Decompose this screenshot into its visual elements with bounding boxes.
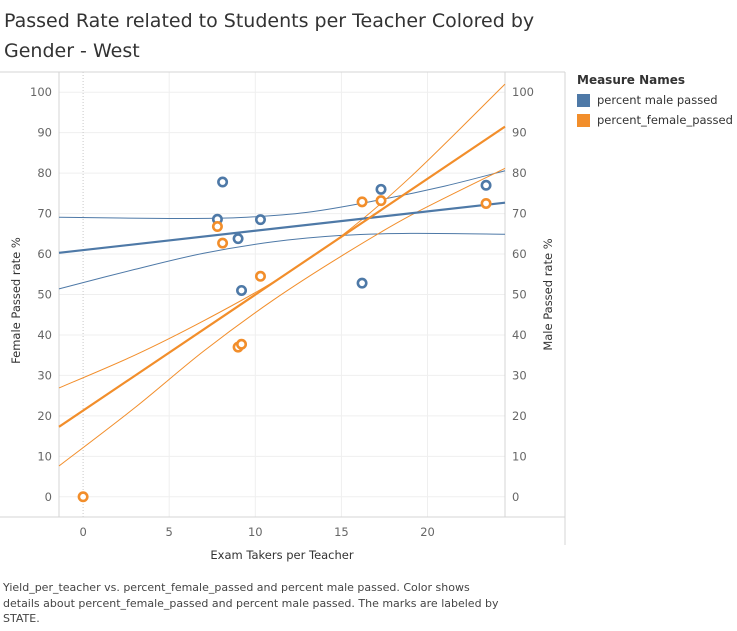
x-tick-label: 20 <box>420 525 435 539</box>
x-tick-label: 15 <box>334 525 349 539</box>
male-trend-line <box>58 201 506 254</box>
female-data-point <box>77 491 89 503</box>
male-data-point <box>217 176 229 188</box>
right-y-axis-title: Male Passed rate % <box>541 238 555 350</box>
left-y-tick-label: 10 <box>37 449 52 463</box>
left-y-tick-label: 60 <box>37 247 52 261</box>
right-y-tick-label: 20 <box>512 409 527 423</box>
right-y-tick-label: 50 <box>512 288 527 302</box>
data-points <box>77 176 492 503</box>
x-axis-title: Exam Takers per Teacher <box>210 548 353 562</box>
female-data-point <box>375 195 387 207</box>
male-data-point <box>375 183 387 195</box>
right-y-tick-label: 40 <box>512 328 527 342</box>
trend-lines <box>58 125 506 428</box>
left-y-tick-label: 30 <box>37 368 52 382</box>
right-y-tick-label: 80 <box>512 166 527 180</box>
chart-caption: Yield_per_teacher vs. percent_female_pas… <box>3 581 499 625</box>
legend-title: Measure Names <box>577 73 686 87</box>
left-y-tick-label: 20 <box>37 409 52 423</box>
left-y-tick-label: 0 <box>45 490 52 504</box>
plot-frame <box>0 71 566 545</box>
male-band-lower <box>58 232 506 290</box>
left-y-tick-label: 40 <box>37 328 52 342</box>
left-y-axis-title: Female Passed rate % <box>9 237 23 364</box>
male-band-upper <box>58 170 506 219</box>
right-y-tick-label: 10 <box>512 449 527 463</box>
female-data-point <box>356 196 368 208</box>
right-y-tick-label: 90 <box>512 126 527 140</box>
chart-title: Passed Rate related to Students per Teac… <box>4 10 535 62</box>
right-y-tick-label: 70 <box>512 207 527 221</box>
female-data-point <box>254 270 266 282</box>
legend-swatch-female <box>577 113 590 127</box>
male-data-point <box>236 284 248 296</box>
male-data-point <box>232 233 244 245</box>
left-y-tick-label: 100 <box>30 85 52 99</box>
confidence-bands <box>58 83 506 467</box>
left-y-tick-label: 80 <box>37 166 52 180</box>
female-data-point <box>480 197 492 209</box>
right-y-tick-label: 0 <box>512 490 519 504</box>
legend-swatch-male <box>577 93 590 107</box>
legend-item-male[interactable]: percent male passed <box>577 90 733 110</box>
left-y-tick-label: 90 <box>37 126 52 140</box>
x-tick-label: 0 <box>79 525 86 539</box>
right-y-tick-label: 60 <box>512 247 527 261</box>
female-trend-line <box>58 125 506 428</box>
male-data-point <box>254 214 266 226</box>
female-data-point <box>217 237 229 249</box>
female-data-point <box>236 338 248 350</box>
legend-item-female[interactable]: percent_female_passed <box>577 110 733 130</box>
male-data-point <box>480 179 492 191</box>
x-tick-label: 10 <box>248 525 263 539</box>
legend-label-female: percent_female_passed <box>597 113 733 127</box>
legend: Measure Names percent male passed percen… <box>577 73 733 130</box>
left-y-tick-label: 50 <box>37 288 52 302</box>
female-band-lower <box>58 167 506 467</box>
right-y-tick-label: 30 <box>512 368 527 382</box>
legend-label-male: percent male passed <box>597 93 718 107</box>
female-band-upper <box>58 83 506 389</box>
x-tick-label: 5 <box>166 525 173 539</box>
right-y-tick-label: 100 <box>512 85 534 99</box>
male-data-point <box>356 277 368 289</box>
female-data-point <box>211 221 223 233</box>
left-y-tick-label: 70 <box>37 207 52 221</box>
